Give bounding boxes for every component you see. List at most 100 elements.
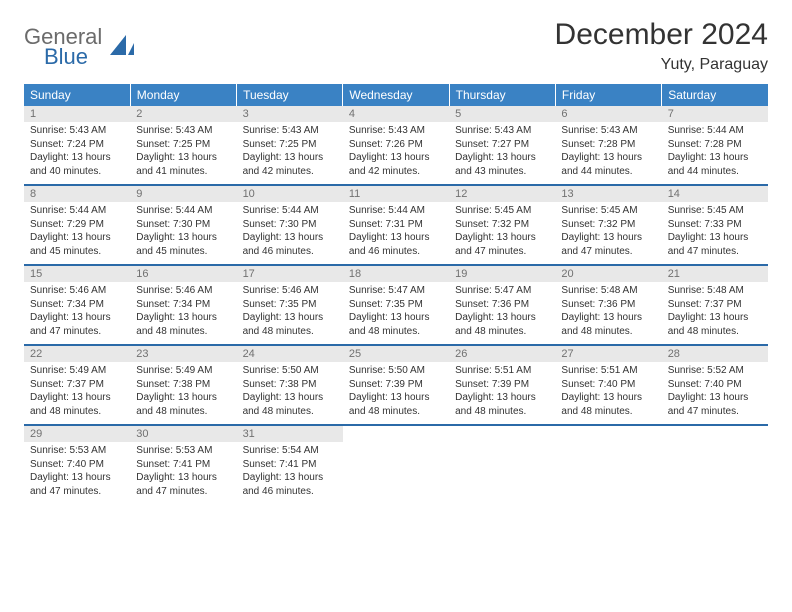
calendar-day-cell: 26Sunrise: 5:51 AMSunset: 7:39 PMDayligh…: [449, 345, 555, 425]
weekday-header: Monday: [130, 84, 236, 106]
day-number: 15: [24, 266, 130, 282]
day-details: Sunrise: 5:54 AMSunset: 7:41 PMDaylight:…: [237, 442, 343, 504]
calendar-day-cell: 11Sunrise: 5:44 AMSunset: 7:31 PMDayligh…: [343, 185, 449, 265]
header: General Blue December 2024 Yuty, Paragua…: [24, 18, 768, 74]
weekday-header: Thursday: [449, 84, 555, 106]
calendar-day-cell: 18Sunrise: 5:47 AMSunset: 7:35 PMDayligh…: [343, 265, 449, 345]
day-details: Sunrise: 5:43 AMSunset: 7:28 PMDaylight:…: [555, 122, 661, 184]
calendar-day-cell: 27Sunrise: 5:51 AMSunset: 7:40 PMDayligh…: [555, 345, 661, 425]
day-number: 8: [24, 186, 130, 202]
calendar-day-cell: 30Sunrise: 5:53 AMSunset: 7:41 PMDayligh…: [130, 425, 236, 504]
day-details: Sunrise: 5:50 AMSunset: 7:38 PMDaylight:…: [237, 362, 343, 424]
calendar-week-row: 8Sunrise: 5:44 AMSunset: 7:29 PMDaylight…: [24, 185, 768, 265]
day-details: Sunrise: 5:48 AMSunset: 7:36 PMDaylight:…: [555, 282, 661, 344]
day-details: Sunrise: 5:44 AMSunset: 7:31 PMDaylight:…: [343, 202, 449, 264]
calendar-day-cell: 8Sunrise: 5:44 AMSunset: 7:29 PMDaylight…: [24, 185, 130, 265]
day-details: Sunrise: 5:53 AMSunset: 7:40 PMDaylight:…: [24, 442, 130, 504]
calendar-day-cell: 16Sunrise: 5:46 AMSunset: 7:34 PMDayligh…: [130, 265, 236, 345]
calendar-day-cell: 9Sunrise: 5:44 AMSunset: 7:30 PMDaylight…: [130, 185, 236, 265]
day-number: 4: [343, 106, 449, 122]
calendar-day-cell: 3Sunrise: 5:43 AMSunset: 7:25 PMDaylight…: [237, 106, 343, 185]
day-details: Sunrise: 5:46 AMSunset: 7:34 PMDaylight:…: [130, 282, 236, 344]
day-details: Sunrise: 5:50 AMSunset: 7:39 PMDaylight:…: [343, 362, 449, 424]
day-number: 20: [555, 266, 661, 282]
logo-text-wrap: General Blue: [24, 24, 102, 70]
calendar-day-cell: 24Sunrise: 5:50 AMSunset: 7:38 PMDayligh…: [237, 345, 343, 425]
calendar-day-cell: 17Sunrise: 5:46 AMSunset: 7:35 PMDayligh…: [237, 265, 343, 345]
calendar-day-cell: 21Sunrise: 5:48 AMSunset: 7:37 PMDayligh…: [662, 265, 768, 345]
day-details: Sunrise: 5:48 AMSunset: 7:37 PMDaylight:…: [662, 282, 768, 344]
day-number: 23: [130, 346, 236, 362]
day-number: 9: [130, 186, 236, 202]
calendar-body: 1Sunrise: 5:43 AMSunset: 7:24 PMDaylight…: [24, 106, 768, 504]
day-details: Sunrise: 5:49 AMSunset: 7:37 PMDaylight:…: [24, 362, 130, 424]
day-details: Sunrise: 5:45 AMSunset: 7:32 PMDaylight:…: [449, 202, 555, 264]
calendar-day-cell: ..: [449, 425, 555, 504]
calendar-day-cell: 23Sunrise: 5:49 AMSunset: 7:38 PMDayligh…: [130, 345, 236, 425]
calendar-day-cell: 2Sunrise: 5:43 AMSunset: 7:25 PMDaylight…: [130, 106, 236, 185]
day-details: Sunrise: 5:43 AMSunset: 7:26 PMDaylight:…: [343, 122, 449, 184]
calendar-day-cell: 13Sunrise: 5:45 AMSunset: 7:32 PMDayligh…: [555, 185, 661, 265]
day-details: Sunrise: 5:45 AMSunset: 7:32 PMDaylight:…: [555, 202, 661, 264]
calendar-day-cell: 5Sunrise: 5:43 AMSunset: 7:27 PMDaylight…: [449, 106, 555, 185]
day-details: Sunrise: 5:53 AMSunset: 7:41 PMDaylight:…: [130, 442, 236, 504]
day-details: Sunrise: 5:51 AMSunset: 7:40 PMDaylight:…: [555, 362, 661, 424]
day-number: 30: [130, 426, 236, 442]
weekday-header: Sunday: [24, 84, 130, 106]
day-number: 12: [449, 186, 555, 202]
day-details: Sunrise: 5:46 AMSunset: 7:34 PMDaylight:…: [24, 282, 130, 344]
calendar-table: Sunday Monday Tuesday Wednesday Thursday…: [24, 84, 768, 504]
day-details: Sunrise: 5:47 AMSunset: 7:36 PMDaylight:…: [449, 282, 555, 344]
day-number: 16: [130, 266, 236, 282]
day-details: Sunrise: 5:45 AMSunset: 7:33 PMDaylight:…: [662, 202, 768, 264]
day-number: 10: [237, 186, 343, 202]
day-details: Sunrise: 5:46 AMSunset: 7:35 PMDaylight:…: [237, 282, 343, 344]
day-details: Sunrise: 5:47 AMSunset: 7:35 PMDaylight:…: [343, 282, 449, 344]
day-number: 29: [24, 426, 130, 442]
calendar-day-cell: ..: [343, 425, 449, 504]
day-number: 27: [555, 346, 661, 362]
weekday-header: Wednesday: [343, 84, 449, 106]
day-number: 26: [449, 346, 555, 362]
calendar-week-row: 1Sunrise: 5:43 AMSunset: 7:24 PMDaylight…: [24, 106, 768, 185]
day-number: 17: [237, 266, 343, 282]
day-number: 2: [130, 106, 236, 122]
day-details: Sunrise: 5:44 AMSunset: 7:30 PMDaylight:…: [237, 202, 343, 264]
day-number: 3: [237, 106, 343, 122]
calendar-day-cell: 15Sunrise: 5:46 AMSunset: 7:34 PMDayligh…: [24, 265, 130, 345]
day-number: 19: [449, 266, 555, 282]
day-details: Sunrise: 5:44 AMSunset: 7:29 PMDaylight:…: [24, 202, 130, 264]
day-number: 11: [343, 186, 449, 202]
calendar-day-cell: 7Sunrise: 5:44 AMSunset: 7:28 PMDaylight…: [662, 106, 768, 185]
day-number: 5: [449, 106, 555, 122]
day-details: Sunrise: 5:44 AMSunset: 7:30 PMDaylight:…: [130, 202, 236, 264]
calendar-week-row: 22Sunrise: 5:49 AMSunset: 7:37 PMDayligh…: [24, 345, 768, 425]
day-number: 28: [662, 346, 768, 362]
day-number: 6: [555, 106, 661, 122]
weekday-header: Tuesday: [237, 84, 343, 106]
calendar-day-cell: 1Sunrise: 5:43 AMSunset: 7:24 PMDaylight…: [24, 106, 130, 185]
calendar-day-cell: 4Sunrise: 5:43 AMSunset: 7:26 PMDaylight…: [343, 106, 449, 185]
day-details: Sunrise: 5:44 AMSunset: 7:28 PMDaylight:…: [662, 122, 768, 184]
day-number: 7: [662, 106, 768, 122]
calendar-week-row: 29Sunrise: 5:53 AMSunset: 7:40 PMDayligh…: [24, 425, 768, 504]
calendar-day-cell: 29Sunrise: 5:53 AMSunset: 7:40 PMDayligh…: [24, 425, 130, 504]
day-details: Sunrise: 5:51 AMSunset: 7:39 PMDaylight:…: [449, 362, 555, 424]
day-number: 21: [662, 266, 768, 282]
day-number: 25: [343, 346, 449, 362]
title-block: December 2024 Yuty, Paraguay: [555, 18, 768, 74]
day-number: 31: [237, 426, 343, 442]
day-details: Sunrise: 5:52 AMSunset: 7:40 PMDaylight:…: [662, 362, 768, 424]
month-title: December 2024: [555, 18, 768, 52]
day-number: 22: [24, 346, 130, 362]
calendar-day-cell: 19Sunrise: 5:47 AMSunset: 7:36 PMDayligh…: [449, 265, 555, 345]
calendar-day-cell: 12Sunrise: 5:45 AMSunset: 7:32 PMDayligh…: [449, 185, 555, 265]
location-label: Yuty, Paraguay: [555, 56, 768, 74]
logo-sail-icon: [108, 33, 136, 61]
calendar-day-cell: 6Sunrise: 5:43 AMSunset: 7:28 PMDaylight…: [555, 106, 661, 185]
day-details: Sunrise: 5:43 AMSunset: 7:27 PMDaylight:…: [449, 122, 555, 184]
calendar-day-cell: ..: [662, 425, 768, 504]
day-details: Sunrise: 5:43 AMSunset: 7:25 PMDaylight:…: [237, 122, 343, 184]
weekday-header: Friday: [555, 84, 661, 106]
calendar-day-cell: 14Sunrise: 5:45 AMSunset: 7:33 PMDayligh…: [662, 185, 768, 265]
